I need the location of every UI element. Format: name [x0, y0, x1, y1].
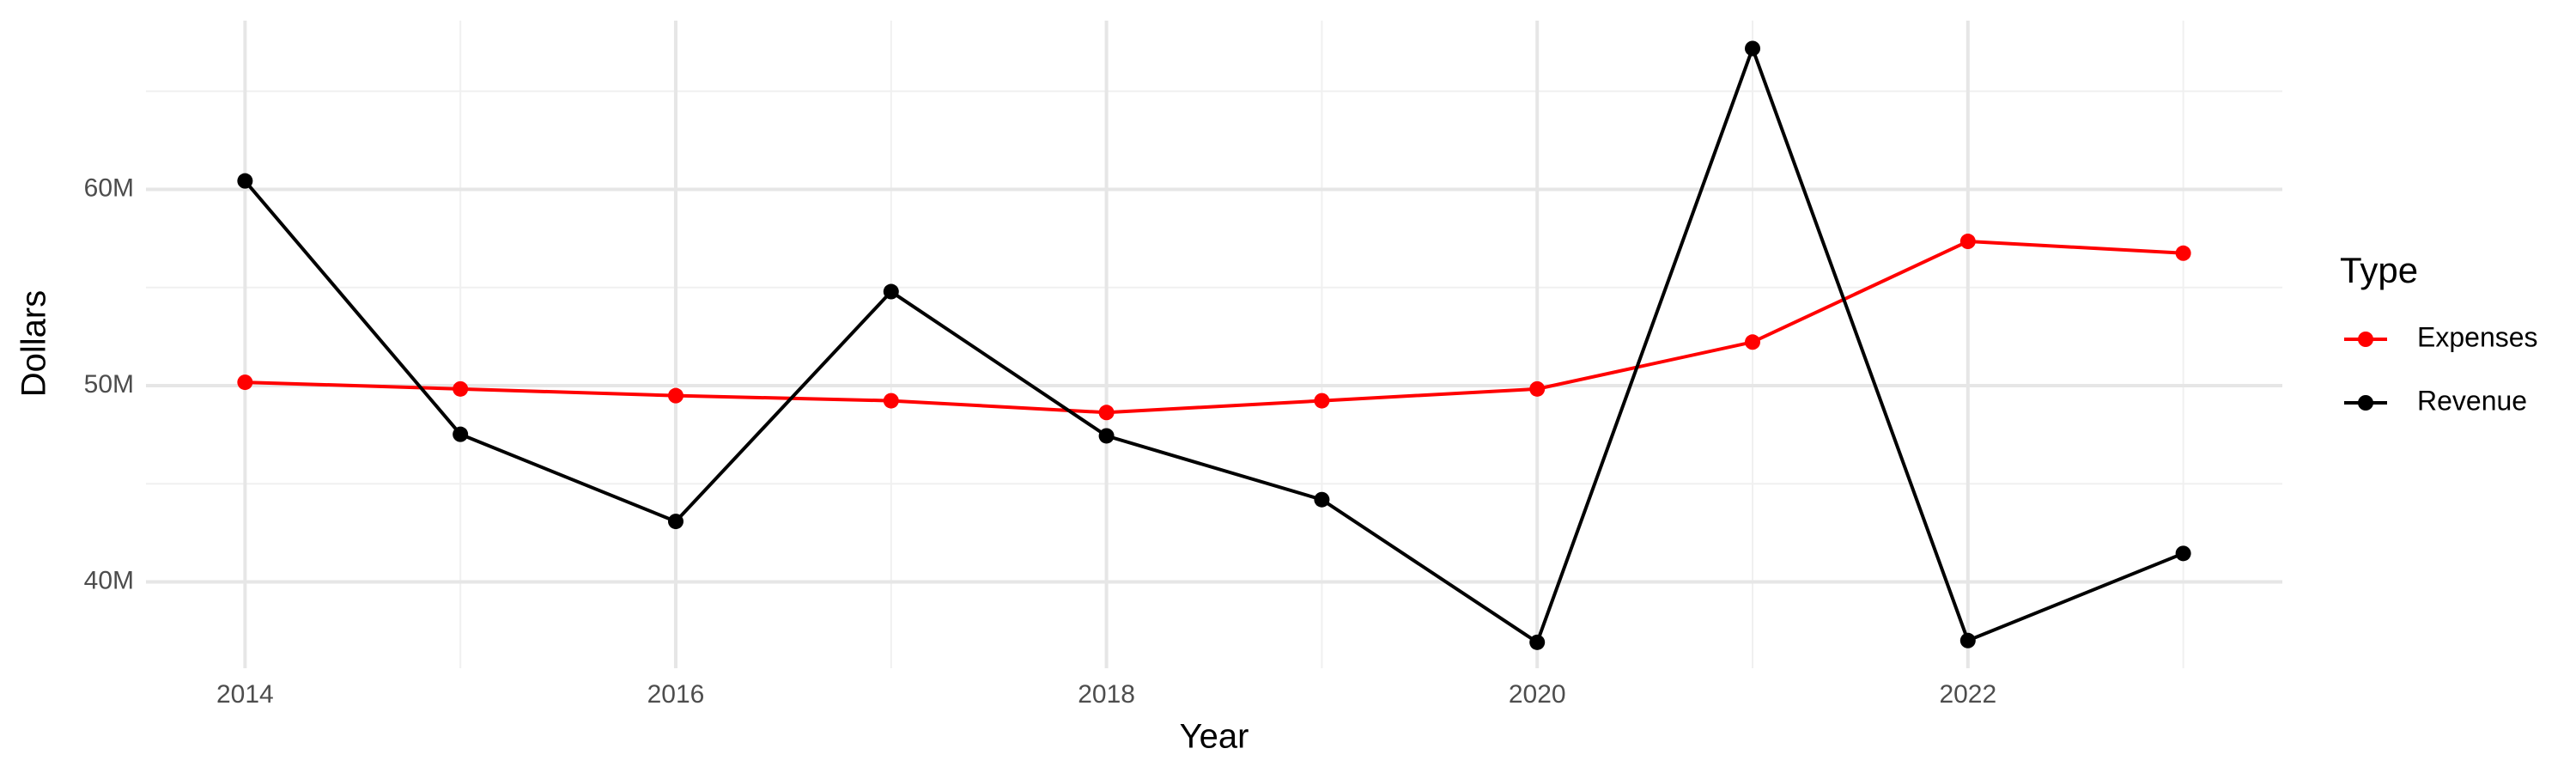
data-point — [1959, 234, 1976, 250]
legend-key-point — [2358, 395, 2373, 411]
data-point — [237, 374, 253, 391]
x-tick-label: 2022 — [1939, 680, 1996, 709]
data-point — [1314, 491, 1330, 508]
x-tick-label: 2018 — [1078, 680, 1135, 709]
y-tick-label: 60M — [84, 173, 134, 202]
data-point — [883, 283, 899, 300]
y-tick-label: 40M — [84, 566, 134, 594]
data-point — [1529, 634, 1546, 650]
x-tick-label: 2016 — [647, 680, 705, 709]
data-point — [2175, 245, 2191, 261]
y-axis-title: Dollars — [15, 290, 53, 397]
x-tick-label: 2014 — [216, 680, 274, 709]
data-point — [453, 426, 469, 442]
data-point — [1745, 334, 1761, 350]
data-point — [1098, 405, 1115, 421]
legend-label: Expenses — [2417, 321, 2538, 352]
data-point — [237, 173, 253, 189]
data-point — [1314, 393, 1330, 409]
x-axis-title: Year — [1180, 718, 1249, 756]
x-tick-label: 2020 — [1509, 680, 1566, 709]
data-point — [2175, 545, 2191, 562]
data-point — [1529, 380, 1546, 397]
legend-title: Type — [2340, 250, 2418, 290]
data-point — [667, 387, 683, 404]
data-point — [667, 514, 683, 530]
legend-label: Revenue — [2417, 385, 2527, 416]
data-point — [883, 393, 899, 409]
data-point — [1098, 428, 1115, 444]
legend-key-point — [2358, 332, 2373, 347]
y-tick-label: 50M — [84, 370, 134, 399]
series-line — [245, 240, 2184, 415]
data-point — [1959, 632, 1976, 648]
data-point — [453, 380, 469, 397]
series-line — [243, 43, 2184, 645]
data-point — [1745, 40, 1761, 57]
